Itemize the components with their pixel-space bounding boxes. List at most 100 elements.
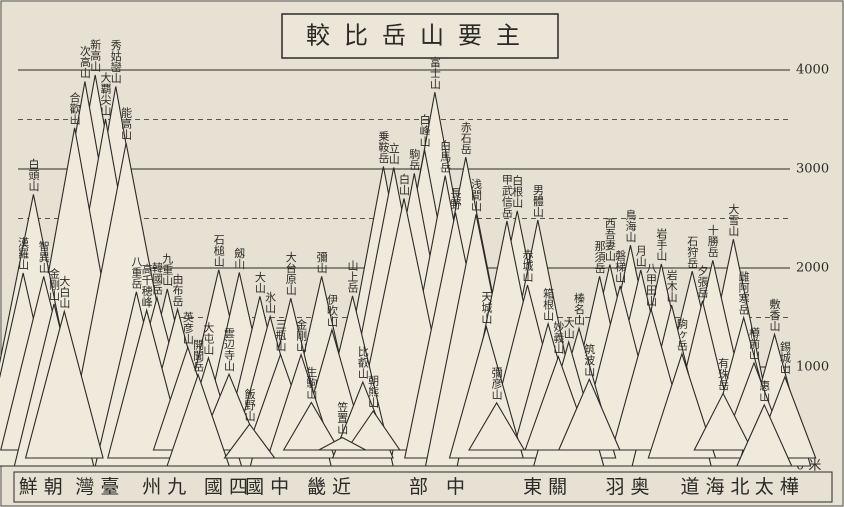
mountain-name: 長野 [449, 187, 462, 209]
mountain-name: 雌阿寒岳 [737, 269, 750, 314]
mountain [468, 401, 526, 451]
region-label: 太樺 [755, 476, 805, 498]
mountain-name: 雲辺寺山 [223, 327, 236, 371]
mountain-name: 有珠岳 [717, 356, 730, 390]
mountain-name: 飯野山 [243, 387, 256, 421]
mountain-name: 由布岳 [171, 272, 184, 306]
mountain-name: 彌彦山 [490, 367, 503, 400]
mountain-name: 那須岳 [593, 240, 606, 273]
mountain-name: 榛名山 [572, 292, 585, 325]
region-label: 部 中 [409, 476, 471, 498]
mountain-name: 英彦山 [181, 310, 194, 344]
y-tick-label: 3000 [796, 162, 829, 177]
mountain-name: 山上岳 [346, 259, 359, 292]
mountain-name: 三瓶山 [274, 319, 287, 352]
title-box [281, 13, 559, 59]
mountain-name: 合歡山 [68, 90, 81, 124]
mountain-name: 乗鞍岳 [377, 130, 390, 163]
mountain-name: 大山 [562, 316, 575, 339]
region-label: 東關 [523, 476, 573, 498]
mountain [318, 436, 366, 451]
mountain [557, 377, 621, 451]
mountain-name: 比叡山 [356, 346, 369, 379]
mountain-name: 生駒山 [305, 365, 318, 399]
mountain [345, 410, 401, 451]
mountain-name: 八重岳 [130, 256, 143, 289]
mountain-name: 箱根山 [542, 286, 555, 320]
chart-title: 較比岳山要主 [306, 22, 534, 50]
mountain [282, 401, 341, 451]
region-label: 羽奥 [605, 476, 655, 498]
mountain [24, 309, 104, 459]
mountain-name: 漢羅山 [17, 237, 30, 270]
mountain-name: 金剛山 [295, 317, 308, 351]
mountain-name: 浅間山 [470, 178, 483, 211]
mountains [0, 74, 817, 467]
mountain-name: 甲武信岳 [500, 174, 513, 218]
mountain-name: 妙義山 [552, 319, 565, 353]
mountain-name: 立山 [387, 141, 400, 164]
mountain-name: 筑波山 [583, 342, 596, 376]
mountain-name: 朝熊山 [367, 375, 380, 408]
mountain-name: 新高山 [89, 38, 102, 72]
mountain-name: 岩木山 [665, 268, 678, 302]
region-label: 州九 [142, 476, 192, 498]
mountain-name: 智異山 [37, 239, 50, 273]
mountain [166, 373, 230, 467]
mountain-name: 氷山 [264, 291, 277, 313]
mountain-name: 男體山 [531, 184, 544, 217]
mountain-name: 大雪山 [727, 202, 740, 236]
region-label: 國中 [245, 476, 295, 498]
mountain-name: 能高山 [120, 106, 133, 140]
mountain-name: 天城山 [480, 291, 493, 324]
y-tick-label: 1000 [796, 360, 829, 375]
mountain-name: 石槌山 [212, 234, 225, 267]
mountain-name: 大山 [253, 270, 266, 293]
mountain-name: 大白山 [58, 274, 71, 308]
mountain-name: 韓國岳 [150, 261, 163, 294]
mountain-name: 岩手山 [655, 227, 668, 261]
mountain-name: 白頭山 [27, 157, 40, 191]
y-tick-label: 2000 [796, 261, 829, 276]
mountain-name: 白山 [398, 172, 411, 195]
mountain-name: 劔山 [233, 247, 246, 269]
mountain-name: 次高山 [78, 44, 91, 78]
mountain-name: 樽前山 [747, 326, 760, 360]
mountain-name: 高千穂峰 [140, 262, 153, 307]
mountain-name: 月山 [634, 245, 647, 267]
region-label: 道海北 [680, 476, 755, 498]
mountain-name: 大覇尖山 [99, 71, 112, 116]
mountain-name: 駒ヶ岳 [675, 318, 688, 351]
mountain-name: 駒岳 [408, 148, 421, 170]
mountain-name: 磐梯山 [614, 249, 627, 283]
region-label: 鮮朝 [19, 476, 69, 498]
mountain-name: 開聞岳 [192, 338, 205, 371]
mountain-name: 笠置山 [336, 400, 349, 434]
mountain-name: 夕張岳 [696, 265, 709, 298]
mountain-name: 錫城山 [778, 340, 791, 374]
mountain-name: 大台原山 [284, 250, 297, 295]
region-bar [13, 471, 833, 503]
mountain [223, 423, 276, 459]
mountain-name: 大屯山 [202, 321, 215, 355]
mountain-name: 赤石岳 [459, 121, 472, 154]
mountain-name: 九重山 [161, 253, 174, 286]
mountain-name: 惠山 [758, 378, 771, 401]
mountain [647, 352, 717, 459]
mountain [693, 392, 753, 451]
mountain-name: 西吾妻山 [603, 218, 616, 262]
mountain-name: 白峰山 [418, 113, 431, 147]
mountain-name: 敷香山 [768, 297, 781, 331]
region-label: 灣臺 [75, 476, 125, 498]
mountain-name: 秀姑巒山 [109, 39, 122, 83]
mountain-name: 十勝岳 [706, 223, 719, 257]
mountain-name: 赤城山 [521, 249, 534, 282]
mountain-name: 鳥海山 [624, 208, 637, 242]
mountain-name: 富士山 [428, 55, 441, 89]
region-label: 畿近 [307, 476, 357, 498]
mountain [736, 403, 793, 467]
mountain-name: 彌山 [315, 251, 328, 273]
mountain-name: 白馬岳 [439, 138, 452, 172]
